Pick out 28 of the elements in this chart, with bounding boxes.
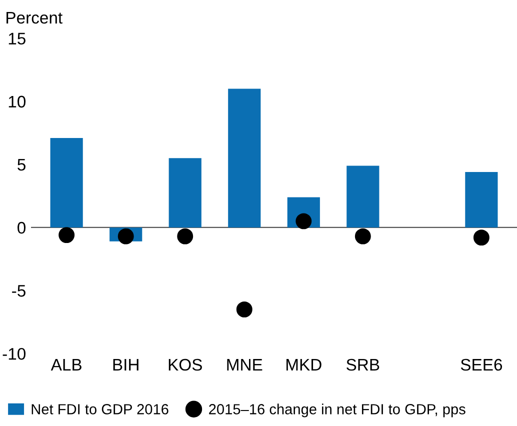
point <box>296 213 312 230</box>
y-tick-label: 10 <box>8 96 26 108</box>
point <box>354 228 371 244</box>
point <box>236 301 252 318</box>
x-tick-label: MNE <box>227 359 262 371</box>
bar <box>228 88 261 228</box>
bar <box>50 138 83 228</box>
y-tick-label: 15 <box>8 32 26 45</box>
x-tick-label: MKD <box>286 359 322 371</box>
legend-label: Net FDI to GDP 2016 <box>32 404 168 414</box>
point <box>473 230 490 246</box>
y-tick-label: 0 <box>18 222 26 234</box>
bar <box>346 166 380 228</box>
point <box>118 228 134 244</box>
y-axis-title: Percent <box>6 12 62 24</box>
y-tick-label: 5 <box>18 159 26 171</box>
x-tick-label: KOS <box>168 358 202 371</box>
bar <box>465 172 498 228</box>
point <box>177 228 194 244</box>
x-tick-label: ALB <box>50 359 82 371</box>
x-tick-label: SEE6 <box>460 358 502 371</box>
x-tick-label: SRB <box>346 358 380 371</box>
bar <box>168 158 202 228</box>
x-tick-label: BIH <box>113 359 138 371</box>
y-tick-label: -10 <box>2 348 26 360</box>
y-tick-label: -5 <box>12 285 26 297</box>
point <box>58 227 75 244</box>
legend-label: 2015–16 change in net FDI to GDP, pps <box>209 404 466 418</box>
